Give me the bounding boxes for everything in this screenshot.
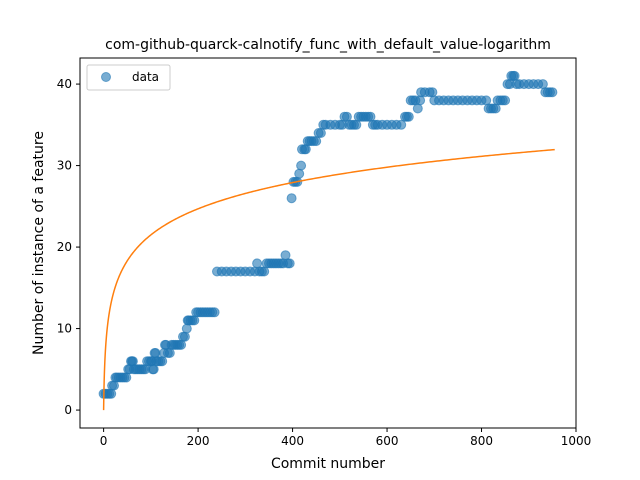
chart-title: com-github-quarck-calnotify_func_with_de… [105,37,551,53]
y-tick-label: 0 [64,403,72,417]
y-tick-label: 10 [57,322,72,336]
data-point-155 [481,95,492,106]
data-point-105 [315,128,326,138]
data-point-78 [259,266,270,277]
legend-label-data: data [132,70,159,84]
x-tick-label: 200 [187,434,210,448]
x-tick-label: 600 [376,434,399,448]
legend-marker-data [101,72,111,82]
data-point-51 [181,323,192,334]
data-point-179 [547,87,558,98]
data-point-117 [351,119,362,130]
x-tick-label: 800 [470,434,493,448]
axes-frame [79,57,577,429]
data-point-37 [157,356,168,367]
x-axis: 0 200 400 600 800 1000 [100,428,591,448]
y-axis-label: Number of instance of a feature [31,131,47,355]
x-tick-label: 1000 [561,434,592,448]
data-point-134 [403,111,414,122]
data-point-95 [296,160,307,171]
data-point-175 [537,79,548,90]
data-point-103 [311,136,322,147]
y-axis: 0 10 20 30 40 [57,77,80,417]
legend-box [86,64,171,91]
plot-area [98,70,558,411]
fit-line [102,148,555,411]
y-tick-label: 40 [57,77,72,91]
data-point-143 [427,87,438,98]
data-point-4 [106,388,117,399]
data-point-139 [415,95,426,106]
legend: data [86,64,171,91]
data-point-75 [252,258,263,269]
x-axis-label: Commit number [271,456,385,472]
data-point-33 [150,348,161,358]
y-tick-label: 20 [57,240,72,254]
data-point-159 [490,103,501,114]
data-point-89 [284,258,295,269]
data-point-48 [176,339,187,350]
data-point-168 [509,70,520,81]
y-tick-label: 30 [57,159,72,173]
data-point-50 [179,331,190,342]
data-point-94 [294,168,305,179]
data-point-123 [365,111,376,122]
data-point-163 [500,95,511,106]
data-point-138 [412,103,423,114]
data-point-65 [209,307,220,318]
data-point-98 [300,144,311,155]
x-tick-label: 400 [281,434,304,448]
data-point-13 [121,372,132,383]
data-point-131 [396,119,407,130]
data-point-113 [341,111,352,122]
data-point-90 [286,193,297,204]
x-tick-label: 0 [100,434,108,448]
data-point-87 [280,250,291,261]
